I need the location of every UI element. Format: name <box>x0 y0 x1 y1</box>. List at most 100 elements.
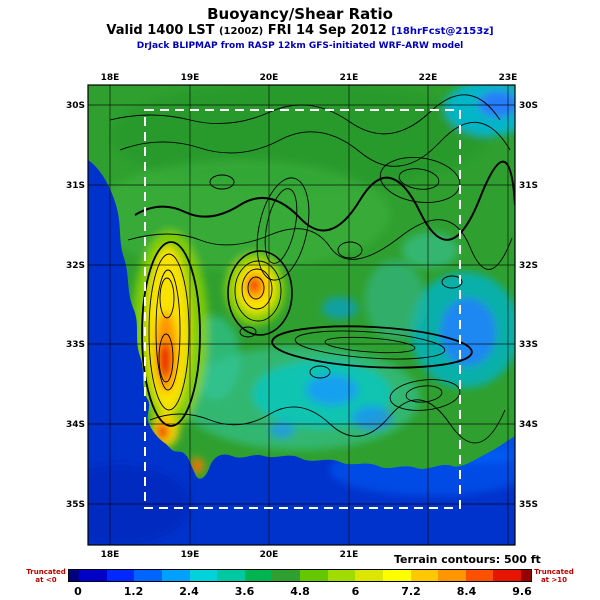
lon-label-top: 19E <box>181 73 200 83</box>
colorbar-tick: 6 <box>351 585 360 598</box>
terrain-contour <box>441 275 463 289</box>
terrain-contour <box>119 121 511 167</box>
colorbar-tick: 2.4 <box>179 585 199 598</box>
terrain-contours <box>109 94 515 444</box>
terrain-contour <box>337 241 363 259</box>
lon-label-top: 20E <box>260 73 279 83</box>
colorbar-tick: 0 <box>74 585 82 598</box>
colorbar-segment <box>382 570 411 581</box>
terrain-contour <box>309 365 331 379</box>
colorbar-segment <box>355 570 383 581</box>
colorbar-segment <box>106 570 135 581</box>
field-blob <box>306 375 358 405</box>
colorbar-tick: 8.4 <box>456 585 477 598</box>
lon-label-bottom: 18E <box>101 550 120 560</box>
field-blob <box>478 91 515 117</box>
colorbar-left-truncation-label: Truncated at <0 <box>26 568 66 584</box>
field-blob <box>352 406 392 430</box>
colorbar-segment <box>410 570 439 581</box>
colorbar-tick: 9.6 <box>512 585 532 598</box>
terrain-contour <box>256 177 310 281</box>
colorbar-tick: 4.8 <box>290 585 310 598</box>
lon-label-bottom: 19E <box>181 550 200 560</box>
terrain-contour-bold <box>134 160 515 241</box>
colorbar-segment <box>79 570 107 581</box>
colorbar-segment <box>327 570 356 581</box>
colorbar-segment <box>521 570 531 581</box>
lat-label-right: 32S <box>519 261 538 271</box>
valid-time-line: Valid 1400 LST (1200Z) FRI 14 Sep 2012 [… <box>0 23 600 38</box>
page-title: Buoyancy/Shear Ratio <box>207 5 393 23</box>
colorbar-segment <box>244 570 273 581</box>
forecast-tag: [18hrFcst@2153z] <box>391 26 494 37</box>
terrain-contour <box>234 260 282 322</box>
colorbar-segment <box>161 570 190 581</box>
colorbar-segment <box>189 570 218 581</box>
terrain-contour <box>159 277 175 319</box>
colorbar <box>68 569 532 582</box>
graticule <box>88 85 515 545</box>
axis-labels: 18E 19E 20E 21E 22E 23E 18E 19E 20E 21E … <box>66 73 538 560</box>
colorbar-tick: 7.2 <box>401 585 421 598</box>
field-blob <box>159 342 171 378</box>
terrain-contour <box>247 276 265 300</box>
lat-label-left: 31S <box>66 181 85 191</box>
terrain-contour <box>241 268 273 310</box>
map-body <box>88 85 515 545</box>
field-blob <box>158 426 166 438</box>
longitude-grid-lines <box>109 85 509 545</box>
valid-label: Valid 1400 LST <box>106 23 215 38</box>
terrain-contour <box>148 253 190 411</box>
model-domain-boundary <box>144 109 461 509</box>
lat-label-left: 35S <box>66 500 85 510</box>
latitude-grid-lines <box>88 104 515 505</box>
lon-label-bottom: 21E <box>340 550 359 560</box>
field-blob <box>322 297 358 319</box>
lon-label-top: 21E <box>340 73 359 83</box>
terrain-contour <box>398 168 440 190</box>
terrain-contour <box>405 385 443 403</box>
lat-label-right: 31S <box>519 181 538 191</box>
terrain-contour-bold <box>271 325 473 369</box>
terrain-contour <box>127 219 513 270</box>
colorbar-segment <box>217 570 245 581</box>
terrain-contour <box>155 269 181 391</box>
colorbar-segment <box>134 570 162 581</box>
valid-zulu: (1200Z) <box>218 26 264 37</box>
field-blob <box>365 260 425 340</box>
lon-label-top: 23E <box>499 73 518 83</box>
lat-label-left: 32S <box>66 261 85 271</box>
model-attribution-line: DrJack BLIPMAP from RASP 12km GFS-initia… <box>136 41 464 51</box>
terrain-contour <box>239 326 257 338</box>
lon-label-top: 18E <box>101 73 120 83</box>
map-frame <box>87 84 516 546</box>
colorbar-tick: 1.2 <box>123 585 144 598</box>
terrain-contour-note: Terrain contours: 500 ft <box>394 553 541 566</box>
lat-label-right: 35S <box>519 500 538 510</box>
colorbar-segment <box>300 570 328 581</box>
lat-label-right: 34S <box>519 420 538 430</box>
lat-label-left: 34S <box>66 420 85 430</box>
field-blob <box>192 462 200 470</box>
colorbar-tick: 3.6 <box>234 585 255 598</box>
field-blob <box>402 232 458 268</box>
colorbar-right-truncation-label: Truncated at >10 <box>534 568 574 584</box>
terrain-contour <box>264 188 298 264</box>
field-blob <box>269 422 295 438</box>
valid-date: FRI 14 Sep 2012 <box>267 23 387 38</box>
lat-label-right: 30S <box>519 101 538 111</box>
colorbar-segment <box>272 570 300 581</box>
colorbar-segment <box>493 570 521 581</box>
terrain-contour <box>294 330 446 360</box>
lon-label-bottom: 20E <box>260 550 279 560</box>
lon-label-top: 22E <box>419 73 438 83</box>
ocean-blob <box>88 465 190 545</box>
lat-label-left: 33S <box>66 340 85 350</box>
colorbar-segment <box>438 570 466 581</box>
colorbar-segment <box>465 570 494 581</box>
lat-label-right: 33S <box>519 340 538 350</box>
terrain-contour <box>324 336 416 354</box>
terrain-contour-bold <box>141 241 201 427</box>
